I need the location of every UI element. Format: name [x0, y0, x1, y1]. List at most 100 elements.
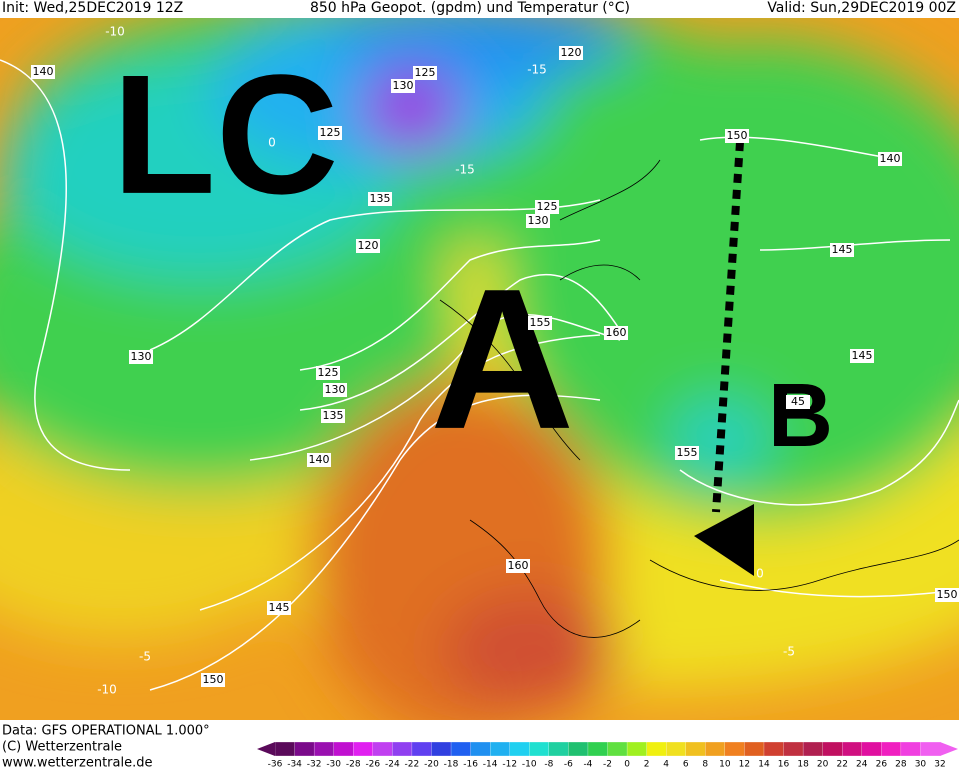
- colorbar-swatch: [783, 741, 804, 757]
- colorbar-tick-label: -30: [326, 760, 341, 770]
- init-time: Init: Wed,25DEC2019 12Z: [2, 0, 183, 16]
- colorbar-tick-label: 20: [817, 760, 829, 770]
- colorbar-swatch: [920, 741, 941, 757]
- colorbar-tick-label: 18: [797, 760, 809, 770]
- geopotential-label: 130: [393, 79, 414, 92]
- colorbar-swatch: [685, 741, 706, 757]
- temperature-label: 0: [268, 136, 276, 150]
- colorbar-swatch: [724, 741, 746, 757]
- geopotential-label: 135: [323, 409, 344, 422]
- label-box: [356, 239, 380, 253]
- data-source: Data: GFS OPERATIONAL 1.000°: [2, 724, 210, 739]
- geopotential-label: 145: [832, 243, 853, 256]
- colorbar-tick-label: -22: [405, 760, 420, 770]
- colorbar-tick-label: -32: [307, 760, 322, 770]
- colorbar-tick-label: -24: [385, 760, 400, 770]
- geopotential-label: 140: [309, 453, 330, 466]
- temperature-label: 0: [756, 567, 764, 581]
- colorbar-swatch: [802, 741, 824, 757]
- annotation-b: B: [768, 366, 833, 466]
- geopotential-label: 160: [508, 559, 529, 572]
- label-box: [323, 383, 347, 397]
- arrow-head: [694, 504, 754, 576]
- colorbar-swatch: [763, 741, 785, 757]
- colorbar-tick-label: 8: [702, 760, 708, 770]
- label-box: [725, 129, 749, 143]
- geopotential-label: 150: [727, 129, 748, 142]
- dotted-arrow: [712, 141, 744, 513]
- colorbar-swatch: [548, 741, 570, 757]
- colorbar-swatch: [587, 741, 609, 757]
- geopotential-label: 145: [269, 601, 290, 614]
- label-box: [675, 446, 699, 460]
- colorbar-swatch: [372, 741, 394, 757]
- annotation-lc: LC: [112, 40, 339, 230]
- colorbar-tick-label: 14: [758, 760, 770, 770]
- colorbar-arrow-right: [940, 742, 958, 756]
- colorbar-swatch: [489, 741, 511, 757]
- map-title: 850 hPa Geopot. (gpdm) und Temperatur (°…: [310, 0, 630, 16]
- colorbar-tick-label: 26: [876, 760, 888, 770]
- colorbar-tick-label: -4: [583, 760, 592, 770]
- colorbar-tick-label: 4: [663, 760, 669, 770]
- colorbar-swatch: [392, 741, 413, 757]
- colorbar-swatch: [450, 741, 472, 757]
- colorbar-swatch: [646, 741, 667, 757]
- colorbar: -36 -34 -32 -30 -28 -26 -24 -22 -20 -18 -16 -14 -12-…: [257, 741, 958, 770]
- colorbar-tick-label: -10: [522, 760, 537, 770]
- label-box: [506, 559, 530, 573]
- colorbar-tick-label: -16: [463, 760, 478, 770]
- geopotential-label: 45: [791, 395, 805, 408]
- label-box: [526, 214, 550, 228]
- colorbar-tick-label: 32: [934, 760, 945, 770]
- temperature-label: -5: [139, 650, 151, 664]
- colorbar-tick-label: -34: [287, 760, 302, 770]
- colorbar-tick-label: 22: [836, 760, 847, 770]
- colorbar-swatch: [568, 741, 589, 757]
- coastlines: [439, 159, 959, 638]
- label-box: [535, 200, 559, 214]
- colorbar-tick-label: -28: [346, 760, 361, 770]
- geopotential-label: 125: [318, 366, 339, 379]
- annotation-a: A: [430, 248, 574, 471]
- colorbar-tick-label: 6: [683, 760, 689, 770]
- website: www.wetterzentrale.de: [2, 756, 152, 771]
- colorbar-swatch: [744, 741, 765, 757]
- geopotential-label: 125: [415, 66, 436, 79]
- geopotential-label: 125: [320, 126, 341, 139]
- label-box: [318, 126, 342, 140]
- colorbar-swatch: [313, 741, 335, 757]
- colorbar-tick-label: 2: [644, 760, 650, 770]
- geopotential-label: 125: [537, 200, 558, 213]
- geopotential-label: 150: [203, 673, 224, 686]
- label-box: [316, 366, 340, 380]
- colorbar-swatch: [411, 741, 433, 757]
- colorbar-tick-label: -18: [444, 760, 459, 770]
- geopotential-label: 120: [358, 239, 379, 252]
- label-box: [559, 46, 583, 60]
- label-box: [267, 601, 291, 615]
- colorbar-swatch: [822, 741, 843, 757]
- temperature-label: -5: [783, 645, 795, 659]
- geopotential-label: 120: [561, 46, 582, 59]
- colorbar-tick-label: -26: [365, 760, 380, 770]
- label-box: [368, 192, 392, 206]
- geopotential-label: 145: [852, 349, 873, 362]
- valid-time: Valid: Sun,29DEC2019 00Z: [767, 0, 956, 16]
- colorbar-tick-label: -12: [502, 760, 517, 770]
- colorbar-tick-label: -6: [564, 760, 573, 770]
- colorbar-swatch: [529, 741, 550, 757]
- colorbar-swatch: [294, 741, 315, 757]
- label-box: [604, 326, 628, 340]
- colorbar-swatch: [705, 741, 726, 757]
- geopotential-label: 135: [370, 192, 391, 205]
- colorbar-swatch: [274, 741, 296, 757]
- label-box: [786, 395, 810, 409]
- colorbar-tick-label: 12: [739, 760, 750, 770]
- colorbar-swatch: [333, 741, 354, 757]
- map: LC A B 140 125130120150140125135125130120…: [0, 18, 959, 720]
- geopotential-label: 130: [325, 383, 346, 396]
- colorbar-tick-label: 10: [719, 760, 731, 770]
- colorbar-swatch: [881, 741, 902, 757]
